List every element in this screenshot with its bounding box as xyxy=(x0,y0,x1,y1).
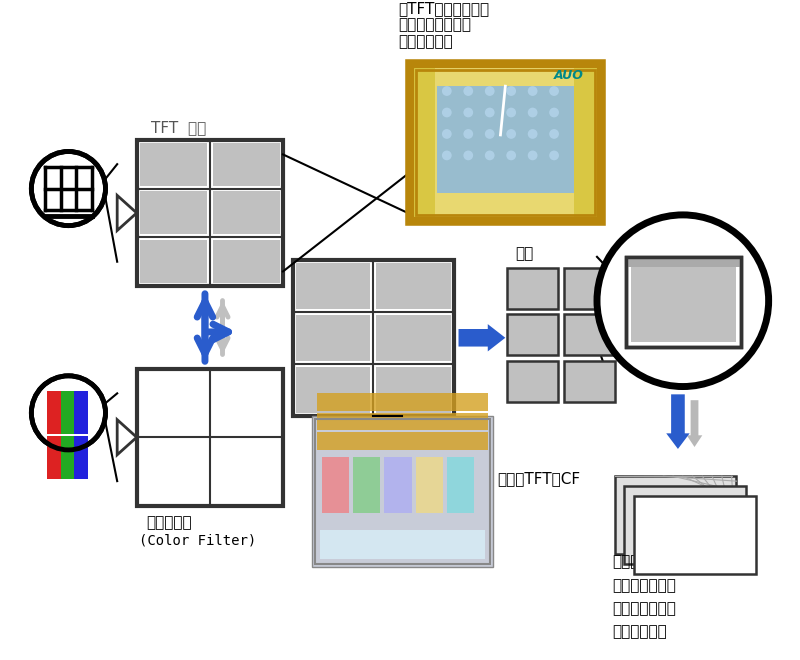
Bar xyxy=(408,67,435,218)
Circle shape xyxy=(485,86,494,96)
Bar xyxy=(447,457,474,513)
Bar xyxy=(353,457,381,513)
Circle shape xyxy=(463,150,473,160)
Circle shape xyxy=(31,376,106,450)
Bar xyxy=(416,69,595,215)
Text: (Color Filter): (Color Filter) xyxy=(138,533,256,548)
Bar xyxy=(296,367,370,413)
Bar xyxy=(376,367,450,413)
Bar xyxy=(140,240,207,283)
Polygon shape xyxy=(117,420,137,455)
FancyArrow shape xyxy=(686,400,702,447)
Bar xyxy=(437,86,574,193)
Text: 彩色滤光片: 彩色滤光片 xyxy=(146,515,192,530)
Bar xyxy=(296,263,370,309)
Bar xyxy=(293,260,454,416)
Circle shape xyxy=(485,108,494,117)
Text: 内注入液晶。: 内注入液晶。 xyxy=(398,34,453,50)
Text: 经涂好的密封胶框: 经涂好的密封胶框 xyxy=(398,18,471,32)
Text: TFT  基板: TFT 基板 xyxy=(151,120,206,135)
Bar xyxy=(408,62,603,222)
Bar xyxy=(416,457,443,513)
Bar xyxy=(140,440,207,503)
Bar xyxy=(507,267,558,308)
Bar xyxy=(213,143,280,185)
Bar xyxy=(507,361,558,402)
Bar xyxy=(47,436,61,479)
Bar xyxy=(140,143,207,185)
Text: 在两面均贴上偏
光片，朝外贴水
平偏光片，朝内
贴垂直偏光片: 在两面均贴上偏 光片，朝外贴水 平偏光片，朝内 贴垂直偏光片 xyxy=(613,554,677,640)
Bar xyxy=(47,391,61,434)
Bar xyxy=(408,62,603,222)
Bar xyxy=(631,265,737,342)
Circle shape xyxy=(463,129,473,139)
FancyArrow shape xyxy=(458,324,506,351)
Circle shape xyxy=(528,108,538,117)
Bar xyxy=(137,369,283,506)
Circle shape xyxy=(485,129,494,139)
Bar xyxy=(61,436,74,479)
Bar xyxy=(140,191,207,234)
FancyArrow shape xyxy=(666,394,690,449)
Bar xyxy=(317,413,488,430)
Bar xyxy=(74,391,88,434)
Circle shape xyxy=(31,152,106,226)
Bar xyxy=(213,372,280,434)
Bar xyxy=(74,436,88,479)
Bar xyxy=(626,257,742,346)
Bar xyxy=(213,440,280,503)
Bar xyxy=(507,314,558,355)
Circle shape xyxy=(528,129,538,139)
Circle shape xyxy=(506,86,516,96)
Text: 在TFT玻璃基板上已: 在TFT玻璃基板上已 xyxy=(398,1,489,16)
Circle shape xyxy=(506,108,516,117)
Bar xyxy=(614,477,737,554)
Circle shape xyxy=(463,108,473,117)
Bar xyxy=(312,416,493,567)
Circle shape xyxy=(442,150,452,160)
Bar xyxy=(137,140,283,286)
Bar xyxy=(574,67,601,218)
Circle shape xyxy=(550,108,559,117)
Bar xyxy=(296,315,370,361)
Bar xyxy=(624,486,746,564)
Bar xyxy=(213,240,280,283)
Bar xyxy=(320,530,485,559)
Bar xyxy=(213,191,280,234)
Circle shape xyxy=(442,108,452,117)
Bar xyxy=(412,66,599,219)
Bar xyxy=(634,496,756,574)
Circle shape xyxy=(506,150,516,160)
Circle shape xyxy=(506,129,516,139)
Circle shape xyxy=(550,150,559,160)
Text: 粘合好TFT与CF: 粘合好TFT与CF xyxy=(498,471,581,486)
Bar xyxy=(61,391,74,434)
Circle shape xyxy=(528,86,538,96)
Bar xyxy=(384,457,412,513)
Circle shape xyxy=(528,150,538,160)
Bar xyxy=(626,257,742,346)
Bar xyxy=(322,457,350,513)
Text: AUO: AUO xyxy=(554,69,584,82)
Bar xyxy=(376,263,450,309)
Bar xyxy=(140,372,207,434)
Bar xyxy=(564,314,614,355)
Circle shape xyxy=(597,215,769,387)
Circle shape xyxy=(550,86,559,96)
Circle shape xyxy=(485,150,494,160)
Bar xyxy=(564,361,614,402)
Circle shape xyxy=(463,86,473,96)
Bar xyxy=(315,418,490,564)
Text: 切割: 切割 xyxy=(515,246,534,261)
Bar xyxy=(626,257,742,267)
Polygon shape xyxy=(117,195,137,230)
Bar xyxy=(317,393,488,411)
Circle shape xyxy=(550,129,559,139)
Circle shape xyxy=(442,129,452,139)
Bar xyxy=(376,315,450,361)
Circle shape xyxy=(442,86,452,96)
Bar xyxy=(317,432,488,450)
Bar xyxy=(564,267,614,308)
